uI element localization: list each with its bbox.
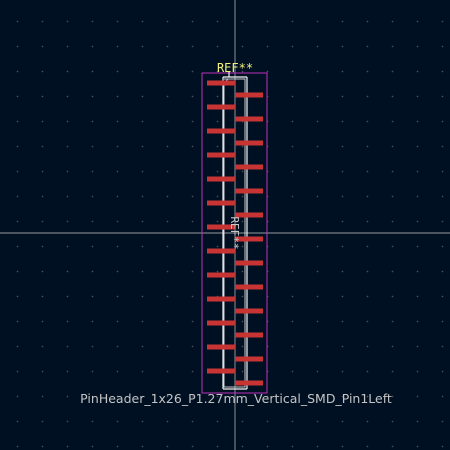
courtyard-outline <box>201 72 268 394</box>
pad-18[interactable] <box>235 284 263 290</box>
pad-2[interactable] <box>235 92 263 98</box>
reference-designator[interactable]: REF** <box>217 61 253 75</box>
pad-7[interactable] <box>207 152 235 158</box>
pad-16[interactable] <box>235 260 263 266</box>
pad-17[interactable] <box>207 272 235 278</box>
pad-13[interactable] <box>207 224 235 230</box>
pad-3[interactable] <box>207 104 235 110</box>
pad-21[interactable] <box>207 320 235 326</box>
pad-26[interactable] <box>235 380 263 386</box>
pad-19[interactable] <box>207 296 235 302</box>
pad-6[interactable] <box>235 140 263 146</box>
pad-4[interactable] <box>235 116 263 122</box>
pad-23[interactable] <box>207 344 235 350</box>
pad-24[interactable] <box>235 356 263 362</box>
pad-20[interactable] <box>235 308 263 314</box>
footprint-value-label[interactable]: PinHeader_1x26_P1.27mm_Vertical_SMD_Pin1… <box>80 391 392 406</box>
pad-22[interactable] <box>235 332 263 338</box>
pad-5[interactable] <box>207 128 235 134</box>
pad-1[interactable] <box>207 80 235 86</box>
fab-reference-label[interactable]: REF** <box>228 216 241 249</box>
pad-12[interactable] <box>235 212 263 218</box>
pad-9[interactable] <box>207 176 235 182</box>
pad-25[interactable] <box>207 368 235 374</box>
pad-15[interactable] <box>207 248 235 254</box>
pad-group[interactable] <box>207 80 263 386</box>
pad-14[interactable] <box>235 236 263 242</box>
pad-8[interactable] <box>235 164 263 170</box>
pad-11[interactable] <box>207 200 235 206</box>
pad-10[interactable] <box>235 188 263 194</box>
